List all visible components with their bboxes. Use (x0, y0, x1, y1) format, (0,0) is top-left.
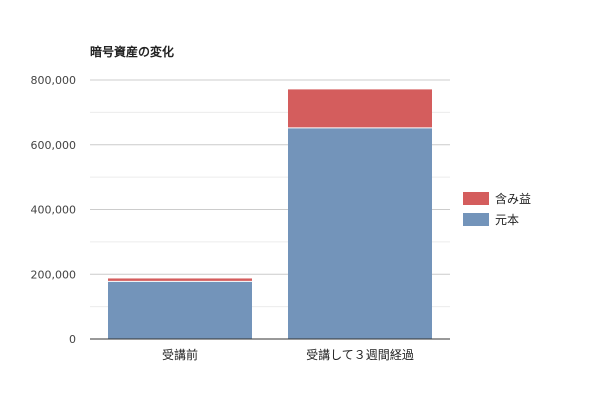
chart-title: 暗号資産の変化 (90, 44, 174, 59)
legend-swatch (463, 213, 489, 226)
legend-label: 元本 (495, 213, 519, 227)
bars (108, 89, 432, 339)
x-category-label: 受講前 (162, 347, 198, 362)
y-axis: 0 200,000 400,000 600,000 800,000 (31, 74, 77, 346)
y-tick-label: 800,000 (31, 74, 77, 87)
y-tick-label: 600,000 (31, 139, 77, 152)
bar-segment (108, 278, 252, 282)
bar-segment (108, 281, 252, 339)
x-category-label: 受講して３週間経過 (306, 347, 414, 362)
bar-segment (288, 127, 432, 339)
bar-segment (288, 89, 432, 128)
y-tick-label: 0 (69, 333, 76, 346)
y-tick-label: 400,000 (31, 204, 77, 217)
y-tick-label: 200,000 (31, 268, 77, 281)
x-axis: 受講前 受講して３週間経過 (162, 347, 414, 362)
legend-label: 含み益 (495, 191, 531, 206)
gridlines (90, 79, 450, 308)
legend-swatch (463, 192, 489, 205)
